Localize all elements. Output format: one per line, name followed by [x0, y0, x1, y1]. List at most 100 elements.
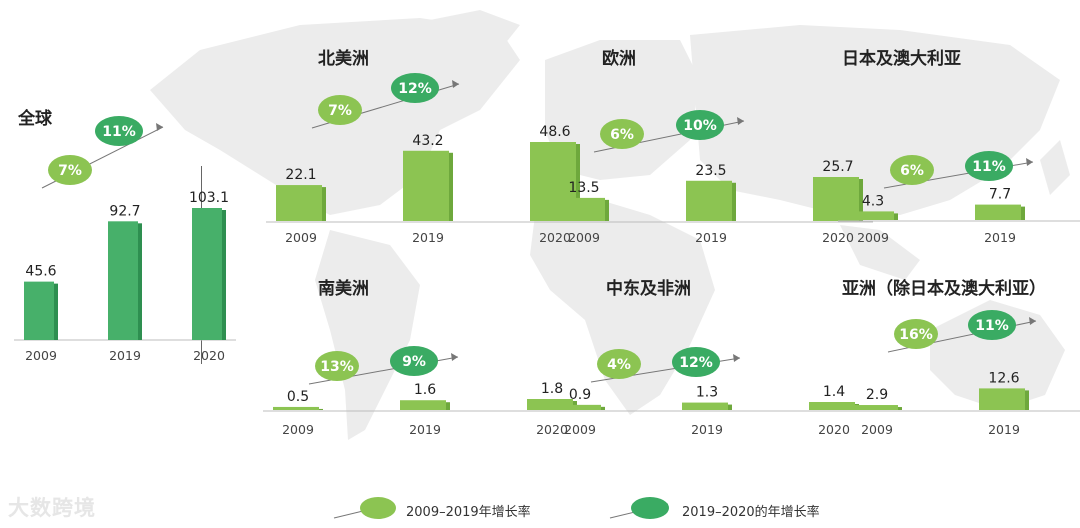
bar-side-2019: [446, 402, 450, 410]
x-tick-label: 2019: [988, 422, 1020, 437]
bar-2009: [24, 281, 54, 340]
watermark-logo: 大数跨境: [8, 496, 96, 520]
legend-light-ellipse-icon: [333, 497, 396, 519]
panel-title-south-america: 南美洲: [318, 279, 369, 299]
value-label: 103.1: [189, 190, 229, 206]
value-label: 92.7: [109, 203, 140, 219]
value-label: 48.6: [539, 124, 570, 140]
bar-2019: [686, 180, 732, 221]
growth-ellipse-2019-2020: [672, 347, 720, 377]
growth-rate-2009-2019: 13%: [320, 359, 354, 375]
bar-2009: [276, 185, 322, 221]
panel-title-north-america: 北美洲: [318, 49, 369, 69]
panel-title-global: 全球: [18, 109, 52, 129]
bar-2009: [273, 406, 319, 410]
value-label: 12.6: [988, 370, 1019, 386]
bar-side-2009: [322, 187, 326, 221]
bar-side-2009: [894, 213, 898, 220]
bar-2019: [403, 150, 449, 221]
value-label: 1.8: [541, 381, 563, 397]
legend-label-2009-2019: 2009–2019年增长率: [406, 505, 531, 520]
bar-side-2019: [1021, 206, 1025, 220]
growth-ellipse-2019-2020: [391, 73, 439, 103]
growth-rate-2019-2020: 9%: [402, 354, 426, 370]
growth-rate-2009-2019: 16%: [899, 327, 933, 343]
growth-arrowhead-icon: [156, 123, 163, 131]
growth-ellipse-2009-2019: [48, 155, 92, 185]
growth-ellipse-2009-2019: [894, 319, 938, 349]
value-label: 1.4: [823, 384, 845, 400]
growth-ellipse-2009-2019: [315, 351, 359, 381]
growth-arrowhead-icon: [1026, 158, 1033, 166]
bar-2009: [848, 211, 894, 220]
bar-2019: [108, 221, 138, 340]
growth-rate-2009-2019: 6%: [900, 163, 924, 179]
value-label: 1.6: [414, 382, 436, 398]
bar-side-2019: [732, 182, 736, 221]
growth-ellipse-2019-2020: [390, 346, 438, 376]
growth-ellipse-2019-2020: [676, 110, 724, 140]
value-label: 13.5: [568, 180, 599, 196]
growth-ellipse-2009-2019: [597, 349, 641, 379]
bar-side-2009: [898, 407, 902, 410]
bar-side-2019: [728, 404, 732, 410]
value-label: 1.3: [696, 385, 718, 401]
value-label: 43.2: [412, 133, 443, 149]
growth-rate-2009-2019: 6%: [610, 127, 634, 143]
x-tick-label: 2019: [412, 230, 444, 245]
bar-side-2019: [449, 152, 453, 221]
bar-side-2019: [138, 223, 142, 340]
bar-2020: [809, 402, 855, 410]
x-tick-label: 2009: [857, 230, 889, 245]
x-tick-label: 2020: [822, 230, 854, 245]
legend-label-2019-2020: 2019–2020的年增长率: [682, 505, 820, 520]
growth-rate-2009-2019: 4%: [607, 357, 631, 373]
growth-arrowhead-icon: [733, 354, 740, 362]
panel-title-middle-east-africa: 中东及非洲: [606, 279, 691, 299]
growth-arrowhead-icon: [1029, 317, 1036, 325]
x-tick-label: 2020: [818, 422, 850, 437]
bar-side-2020: [859, 179, 863, 221]
bar-2019: [975, 204, 1021, 220]
growth-ellipse-2009-2019: [318, 95, 362, 125]
growth-ellipse-2019-2020: [968, 310, 1016, 340]
growth-arrowhead-icon: [737, 117, 744, 125]
bar-2019: [400, 400, 446, 410]
growth-ellipse-2009-2019: [890, 155, 934, 185]
growth-rate-2019-2020: 11%: [972, 159, 1006, 175]
panel-title-japan-australia: 日本及澳大利亚: [842, 49, 961, 69]
growth-rate-2009-2019: 7%: [328, 103, 352, 119]
x-tick-label: 2009: [285, 230, 317, 245]
bar-2020: [192, 208, 222, 340]
x-tick-label: 2009: [861, 422, 893, 437]
bar-side-2009: [319, 408, 323, 410]
growth-rate-2019-2020: 12%: [398, 81, 432, 97]
bar-side-2019: [1025, 390, 1029, 410]
value-label: 0.9: [569, 387, 591, 403]
x-tick-label: 2019: [691, 422, 723, 437]
x-tick-label: 2009: [282, 422, 314, 437]
x-tick-label: 2009: [568, 230, 600, 245]
growth-arrowhead-icon: [452, 80, 459, 88]
bar-side-2009: [601, 406, 605, 410]
legend-dark-ellipse-icon: [609, 497, 669, 519]
bar-side-2009: [605, 199, 609, 221]
bar-side-2020: [222, 210, 226, 340]
growth-rate-2019-2020: 12%: [679, 355, 713, 371]
value-label: 0.5: [287, 389, 309, 405]
bar-2019: [682, 402, 728, 410]
bar-2009: [852, 405, 898, 410]
x-tick-label: 2019: [109, 348, 141, 363]
bar-2009: [555, 404, 601, 410]
growth-ellipse-2019-2020: [95, 116, 143, 146]
growth-ellipse-2009-2019: [600, 119, 644, 149]
x-tick-label: 2019: [984, 230, 1016, 245]
value-label: 22.1: [285, 167, 316, 183]
growth-rate-2019-2020: 11%: [102, 124, 136, 140]
value-label: 2.9: [866, 387, 888, 403]
growth-ellipse-2019-2020: [965, 151, 1013, 181]
x-tick-label: 2009: [25, 348, 57, 363]
bar-2019: [979, 388, 1025, 410]
bar-2009: [559, 197, 605, 221]
